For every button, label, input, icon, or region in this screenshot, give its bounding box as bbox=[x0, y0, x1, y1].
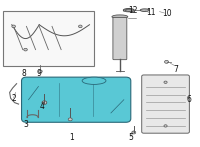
Text: 2: 2 bbox=[11, 94, 16, 103]
FancyBboxPatch shape bbox=[142, 75, 189, 133]
Circle shape bbox=[164, 81, 167, 83]
Text: 7: 7 bbox=[173, 65, 178, 74]
Circle shape bbox=[39, 70, 42, 73]
Circle shape bbox=[79, 25, 82, 28]
Text: 10: 10 bbox=[162, 9, 171, 18]
Text: 5: 5 bbox=[128, 133, 133, 142]
Text: 8: 8 bbox=[21, 69, 26, 78]
Text: 11: 11 bbox=[146, 8, 155, 17]
Ellipse shape bbox=[82, 77, 106, 84]
Circle shape bbox=[24, 48, 27, 51]
Ellipse shape bbox=[125, 9, 132, 11]
Text: 6: 6 bbox=[187, 95, 192, 104]
Ellipse shape bbox=[112, 15, 128, 19]
Ellipse shape bbox=[140, 9, 149, 11]
Circle shape bbox=[132, 131, 136, 134]
Circle shape bbox=[12, 25, 15, 28]
Text: 1: 1 bbox=[69, 133, 74, 142]
Circle shape bbox=[164, 125, 167, 127]
Ellipse shape bbox=[123, 9, 134, 12]
FancyBboxPatch shape bbox=[113, 17, 127, 60]
Bar bbox=[3, 11, 94, 66]
Text: 12: 12 bbox=[128, 6, 138, 15]
Circle shape bbox=[42, 101, 47, 104]
Circle shape bbox=[165, 60, 169, 63]
Text: 4: 4 bbox=[40, 102, 45, 111]
Text: 3: 3 bbox=[23, 120, 28, 129]
Circle shape bbox=[68, 118, 72, 121]
Text: 9: 9 bbox=[37, 69, 42, 78]
FancyBboxPatch shape bbox=[22, 77, 131, 122]
